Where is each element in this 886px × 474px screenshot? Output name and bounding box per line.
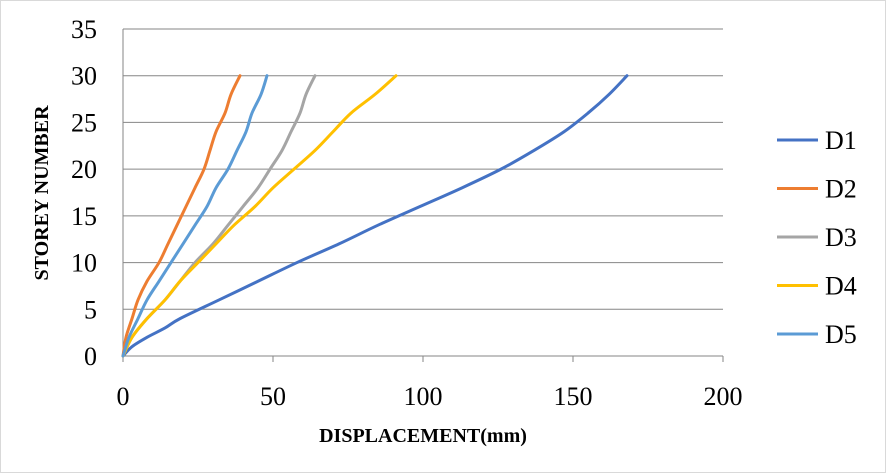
x-tick-label: 0	[117, 382, 130, 411]
legend-item-d5: D5	[777, 320, 857, 349]
x-axis-title: DISPLACEMENT(mm)	[319, 425, 527, 447]
y-tick-label: 5	[84, 295, 97, 324]
gridlines	[123, 28, 723, 310]
series-line-d5	[121, 74, 269, 358]
y-tick-label: 25	[71, 108, 97, 137]
series-lines	[121, 74, 629, 358]
legend-item-d4: D4	[777, 272, 857, 301]
series-line-d4	[121, 74, 398, 358]
legend-label: D4	[825, 272, 857, 301]
legend-label: D3	[825, 223, 857, 252]
y-tick-label: 30	[71, 62, 97, 91]
series-line-d1	[121, 74, 629, 358]
x-tick-label: 200	[704, 382, 743, 411]
legend-item-d3: D3	[777, 223, 857, 252]
legend-label: D5	[825, 320, 857, 349]
legend: D1 D2 D3 D4 D5	[777, 126, 857, 349]
x-tick-label: 100	[404, 382, 443, 411]
y-axis-title: STOREY NUMBER	[31, 105, 53, 281]
tick-labels: 0 5 10 15 20 25 30 35 0 50 100 150 200	[71, 15, 743, 411]
y-tick-label: 10	[71, 249, 97, 278]
y-tick-label: 15	[71, 202, 97, 231]
legend-item-d2: D2	[777, 175, 857, 204]
series-line-d2	[121, 74, 242, 358]
legend-item-d1: D1	[777, 126, 857, 155]
axes	[122, 29, 724, 362]
x-tick-label: 150	[554, 382, 593, 411]
x-tick-label: 50	[260, 382, 286, 411]
legend-label: D2	[825, 175, 857, 204]
y-tick-label: 0	[84, 342, 97, 371]
legend-label: D1	[825, 126, 857, 155]
y-tick-label: 35	[71, 15, 97, 44]
y-tick-label: 20	[71, 155, 97, 184]
